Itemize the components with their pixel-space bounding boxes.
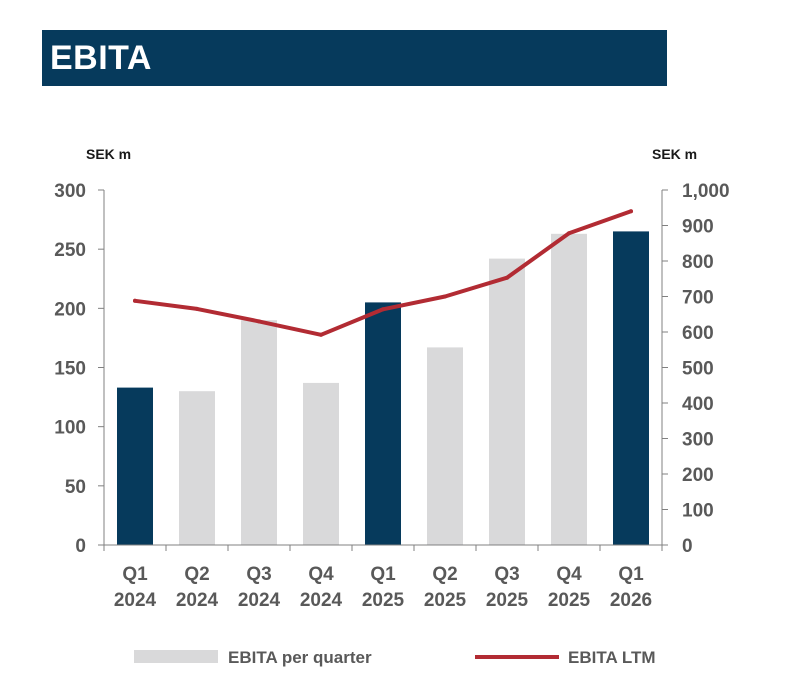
- right-axis-tick-label: 600: [682, 323, 714, 344]
- x-axis-tick-label-quarter: Q3: [246, 564, 271, 585]
- page-title: EBITA: [50, 39, 152, 77]
- line-series: [133, 209, 633, 337]
- ebita-ltm-point: [319, 332, 323, 337]
- right-axis-tick-label: 800: [682, 252, 714, 273]
- ebita-ltm-point: [257, 319, 261, 324]
- x-axis-tick-label-year: 2025: [486, 590, 529, 611]
- right-axis-tick-label: 1,000: [682, 181, 730, 202]
- right-axis-unit-label: SEK m: [652, 146, 697, 162]
- ebita-ltm-point: [381, 307, 385, 312]
- x-axis-tick-label-quarter: Q1: [370, 564, 396, 585]
- ebita-ltm-point: [443, 294, 447, 299]
- bar-q4-2025: [551, 233, 587, 546]
- x-axis-tick-label-quarter: Q2: [184, 564, 209, 585]
- left-axis-tick-label: 0: [75, 536, 86, 557]
- title-bar: EBITA: [42, 30, 667, 86]
- x-axis-tick-label-quarter: Q1: [122, 564, 148, 585]
- left-axis-tick-label: 200: [54, 299, 86, 320]
- left-axis-unit-label: SEK m: [86, 146, 131, 162]
- bar-q1-2025: [365, 302, 401, 545]
- x-axis-tick-label-year: 2025: [362, 590, 405, 611]
- ebita-ltm-point: [195, 306, 199, 311]
- legend-label-line: EBITA LTM: [568, 648, 656, 667]
- ebita-ltm-point: [505, 275, 509, 280]
- x-axis-tick-label-year: 2025: [548, 590, 591, 611]
- x-axis-tick-label-quarter: Q4: [556, 564, 582, 585]
- left-axis-tick-label: 100: [54, 418, 86, 439]
- right-axis-tick-label: 200: [682, 465, 714, 486]
- legend-label-bar: EBITA per quarter: [228, 648, 372, 667]
- right-axis-tick-label: 700: [682, 288, 714, 309]
- bar-q4-2024: [303, 382, 339, 545]
- right-axis-tick-label: 0: [682, 536, 693, 557]
- chart-axes: 0 50 100 150 200 250 300 0 100 200 300 400 500 600 700…: [54, 181, 729, 611]
- x-axis-tick-label-quarter: Q4: [308, 564, 334, 585]
- right-axis-tick-label: 400: [682, 394, 714, 415]
- x-axis-tick-label-quarter: Q3: [494, 564, 519, 585]
- right-axis-tick-label: 500: [682, 359, 714, 380]
- x-axis-tick-label-year: 2024: [176, 590, 219, 611]
- left-axis-tick-label: 150: [54, 359, 86, 380]
- left-axis-tick-label: 50: [65, 477, 86, 498]
- ebita-ltm-point: [629, 209, 633, 214]
- x-axis-tick-label-quarter: Q1: [618, 564, 644, 585]
- ebita-ltm-point: [133, 298, 137, 303]
- right-axis-tick-label: 300: [682, 430, 714, 451]
- bar-q2-2025: [427, 347, 463, 545]
- right-axis-tick-label: 900: [682, 217, 714, 238]
- ebita-ltm-point: [567, 231, 571, 236]
- x-axis-tick-label-year: 2024: [300, 590, 343, 611]
- x-axis-tick-label-year: 2025: [424, 590, 467, 611]
- x-axis-tick-label-year: 2026: [610, 590, 652, 611]
- right-axis-tick-label: 100: [682, 501, 714, 522]
- bar-q2-2024: [179, 391, 215, 545]
- x-axis-tick-label-quarter: Q2: [432, 564, 457, 585]
- x-axis-tick-label-year: 2024: [238, 590, 281, 611]
- bar-q1-2024: [117, 387, 153, 545]
- bar-series: [117, 231, 649, 546]
- left-axis-tick-label: 250: [54, 240, 86, 261]
- bar-q3-2024: [241, 320, 277, 545]
- bar-q1-2026: [613, 231, 649, 545]
- chart-legend: EBITA per quarter EBITA LTM: [134, 648, 656, 667]
- bar-q3-2025: [489, 258, 525, 545]
- x-axis-tick-label-year: 2024: [114, 590, 157, 611]
- legend-swatch-bar: [134, 650, 218, 663]
- left-axis-tick-label: 300: [54, 181, 86, 202]
